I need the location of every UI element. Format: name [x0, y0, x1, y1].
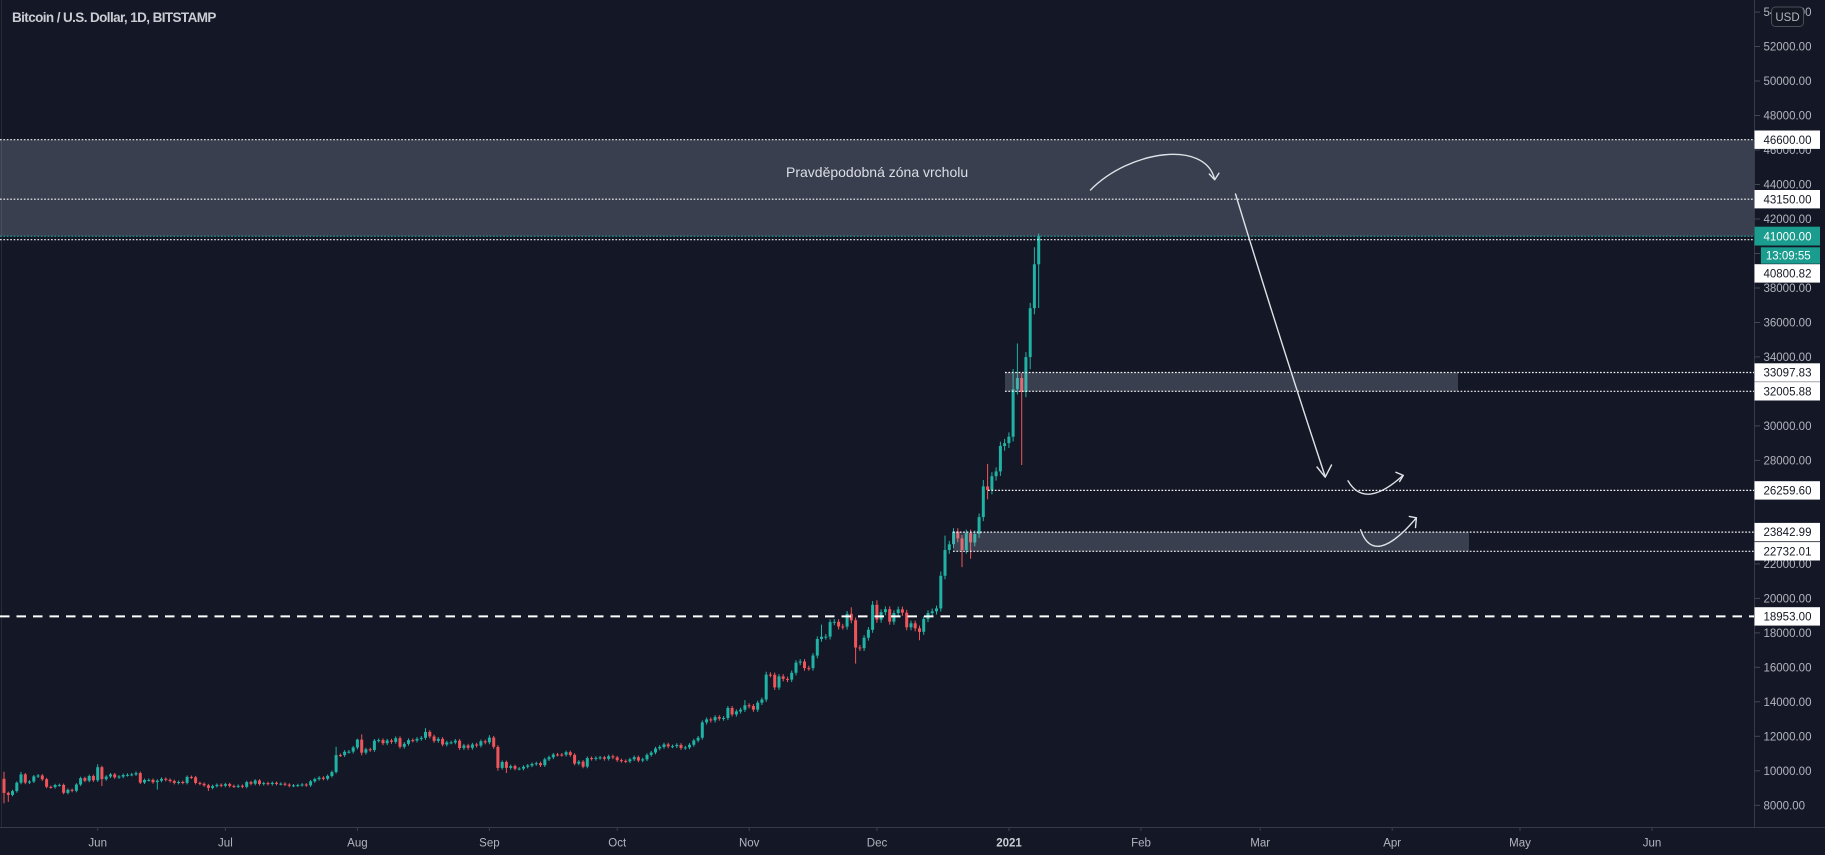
svg-text:22000.00: 22000.00	[1764, 559, 1812, 571]
svg-text:18000.00: 18000.00	[1764, 628, 1812, 640]
svg-text:Jul: Jul	[218, 838, 233, 850]
svg-text:38000.00: 38000.00	[1764, 283, 1812, 295]
svg-text:48000.00: 48000.00	[1764, 111, 1812, 123]
svg-text:42000.00: 42000.00	[1764, 214, 1812, 226]
svg-text:23842.99: 23842.99	[1764, 527, 1812, 539]
svg-text:41000.00: 41000.00	[1764, 231, 1812, 243]
svg-text:52000.00: 52000.00	[1764, 42, 1812, 54]
svg-text:Feb: Feb	[1131, 838, 1151, 850]
svg-text:46600.00: 46600.00	[1764, 135, 1812, 147]
svg-text:36000.00: 36000.00	[1764, 318, 1812, 330]
svg-text:Aug: Aug	[347, 838, 367, 850]
svg-text:Nov: Nov	[739, 838, 760, 850]
svg-text:Dec: Dec	[867, 838, 888, 850]
svg-text:Jun: Jun	[88, 838, 107, 850]
svg-text:10000.00: 10000.00	[1764, 766, 1812, 778]
svg-text:20000.00: 20000.00	[1764, 594, 1812, 606]
svg-text:Apr: Apr	[1383, 838, 1401, 850]
svg-text:Oct: Oct	[608, 838, 627, 850]
svg-text:40800.82: 40800.82	[1764, 269, 1812, 281]
svg-text:22732.01: 22732.01	[1764, 546, 1812, 558]
svg-text:26259.60: 26259.60	[1764, 486, 1812, 498]
svg-text:USD: USD	[1775, 12, 1799, 24]
svg-text:Mar: Mar	[1250, 838, 1270, 850]
svg-text:Jun: Jun	[1643, 838, 1662, 850]
svg-text:34000.00: 34000.00	[1764, 352, 1812, 364]
svg-text:12000.00: 12000.00	[1764, 731, 1812, 743]
svg-text:18953.00: 18953.00	[1764, 612, 1812, 624]
svg-text:8000.00: 8000.00	[1764, 800, 1806, 812]
svg-text:14000.00: 14000.00	[1764, 697, 1812, 709]
svg-text:50000.00: 50000.00	[1764, 76, 1812, 88]
svg-text:16000.00: 16000.00	[1764, 662, 1812, 674]
svg-text:43150.00: 43150.00	[1764, 194, 1812, 206]
svg-text:32005.88: 32005.88	[1764, 386, 1812, 398]
svg-text:May: May	[1509, 838, 1531, 850]
svg-text:28000.00: 28000.00	[1764, 456, 1812, 468]
svg-text:Sep: Sep	[479, 838, 499, 850]
svg-text:Pravděpodobná zóna vrcholu: Pravděpodobná zóna vrcholu	[786, 164, 968, 180]
svg-text:33097.83: 33097.83	[1764, 368, 1812, 380]
svg-text:30000.00: 30000.00	[1764, 421, 1812, 433]
svg-text:13:09:55: 13:09:55	[1766, 251, 1811, 263]
svg-text:Bitcoin / U.S. Dollar, 1D, BIT: Bitcoin / U.S. Dollar, 1D, BITSTAMP	[12, 10, 216, 25]
svg-text:44000.00: 44000.00	[1764, 180, 1812, 192]
svg-text:2021: 2021	[996, 838, 1022, 850]
